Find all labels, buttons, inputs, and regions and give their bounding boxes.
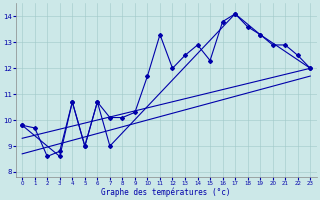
X-axis label: Graphe des températures (°c): Graphe des températures (°c) bbox=[101, 187, 231, 197]
